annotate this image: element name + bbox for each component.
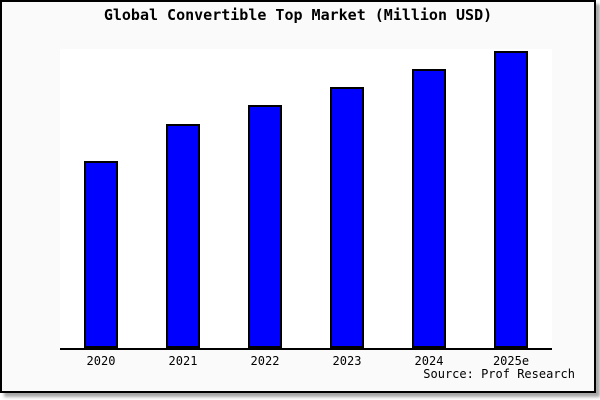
- bar-2023: [330, 87, 364, 348]
- bar-2025e: [494, 51, 528, 348]
- x-axis-labels: 2020 2021 2022 2023 2024 2025e: [60, 354, 552, 368]
- source-label: Source: Prof Research: [423, 367, 575, 381]
- chart-title: Global Convertible Top Market (Million U…: [103, 6, 493, 24]
- x-tick-label: 2020: [86, 354, 116, 368]
- x-tick-label: 2025e: [492, 354, 530, 368]
- plot-area: [60, 49, 552, 350]
- bar-slot: [306, 49, 388, 348]
- x-tick-label: 2022: [250, 354, 280, 368]
- bar-2021: [166, 124, 200, 348]
- x-tick-label: 2023: [332, 354, 362, 368]
- bar-2020: [84, 161, 118, 348]
- bar-2024: [412, 69, 446, 348]
- bar-slot: [470, 49, 552, 348]
- x-tick-label: 2024: [414, 354, 444, 368]
- bar-2022: [248, 105, 282, 348]
- chart-card: Global Convertible Top Market (Million U…: [0, 0, 596, 393]
- bar-slot: [388, 49, 470, 348]
- bars-container: [60, 49, 552, 348]
- bar-slot: [224, 49, 306, 348]
- bar-slot: [60, 49, 142, 348]
- bar-slot: [142, 49, 224, 348]
- x-tick-label: 2021: [168, 354, 198, 368]
